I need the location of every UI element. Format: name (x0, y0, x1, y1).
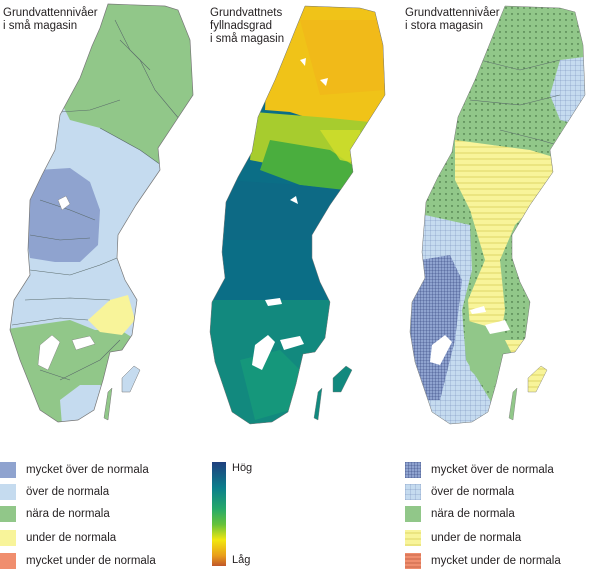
legend-item: nära de normala (0, 506, 200, 524)
legend-label: under de normala (431, 532, 522, 544)
panel-title-fill-degree: Grundvattnets fyllnadsgrad i små magasin (210, 7, 285, 45)
legend-label: mycket under de normala (26, 555, 156, 567)
legend-label: mycket över de normala (26, 464, 149, 476)
legend-swatch (0, 462, 16, 478)
legend-label: över de normala (26, 486, 110, 498)
legend-swatch (405, 553, 421, 569)
legend-swatch (0, 506, 16, 522)
panel-title-large-levels: Grundvattennivåer i stora magasin (405, 7, 500, 32)
legend-item: över de normala (405, 484, 600, 502)
legend-label: nära de normala (431, 508, 515, 520)
legend-fill-degree: Hög Låg (200, 460, 400, 569)
legend-swatch (405, 530, 421, 546)
legend-label: mycket över de normala (431, 464, 554, 476)
legend-item: mycket över de normala (405, 462, 600, 480)
gradient-low-label: Låg (232, 554, 251, 566)
legend-item: mycket över de normala (0, 462, 200, 480)
legend-label: mycket under de normala (431, 555, 561, 567)
legend-item: mycket under de normala (0, 553, 200, 571)
legend-item: över de normala (0, 484, 200, 502)
gradient-high-label: Hög (232, 462, 253, 474)
legend-swatch (405, 506, 421, 522)
legend-swatch (0, 484, 16, 500)
legend-swatch (405, 462, 421, 478)
panel-title-small-levels: Grundvattennivåer i små magasin (3, 7, 98, 32)
legend-item: mycket under de normala (405, 553, 600, 571)
legend-item: nära de normala (405, 506, 600, 524)
gradient-bar (212, 462, 226, 566)
legend-label: nära de normala (26, 508, 110, 520)
legend-label: över de normala (431, 486, 515, 498)
legend-label: under de normala (26, 532, 117, 544)
legend-small-levels: mycket över de normala över de normala n… (0, 462, 200, 572)
legend-item: under de normala (0, 530, 200, 548)
legend-swatch (405, 484, 421, 500)
legend-item: under de normala (405, 530, 600, 548)
legend-large-levels: mycket över de normala över de normala n… (405, 462, 600, 569)
legend-swatch (0, 530, 16, 546)
legend-swatch (0, 553, 16, 569)
